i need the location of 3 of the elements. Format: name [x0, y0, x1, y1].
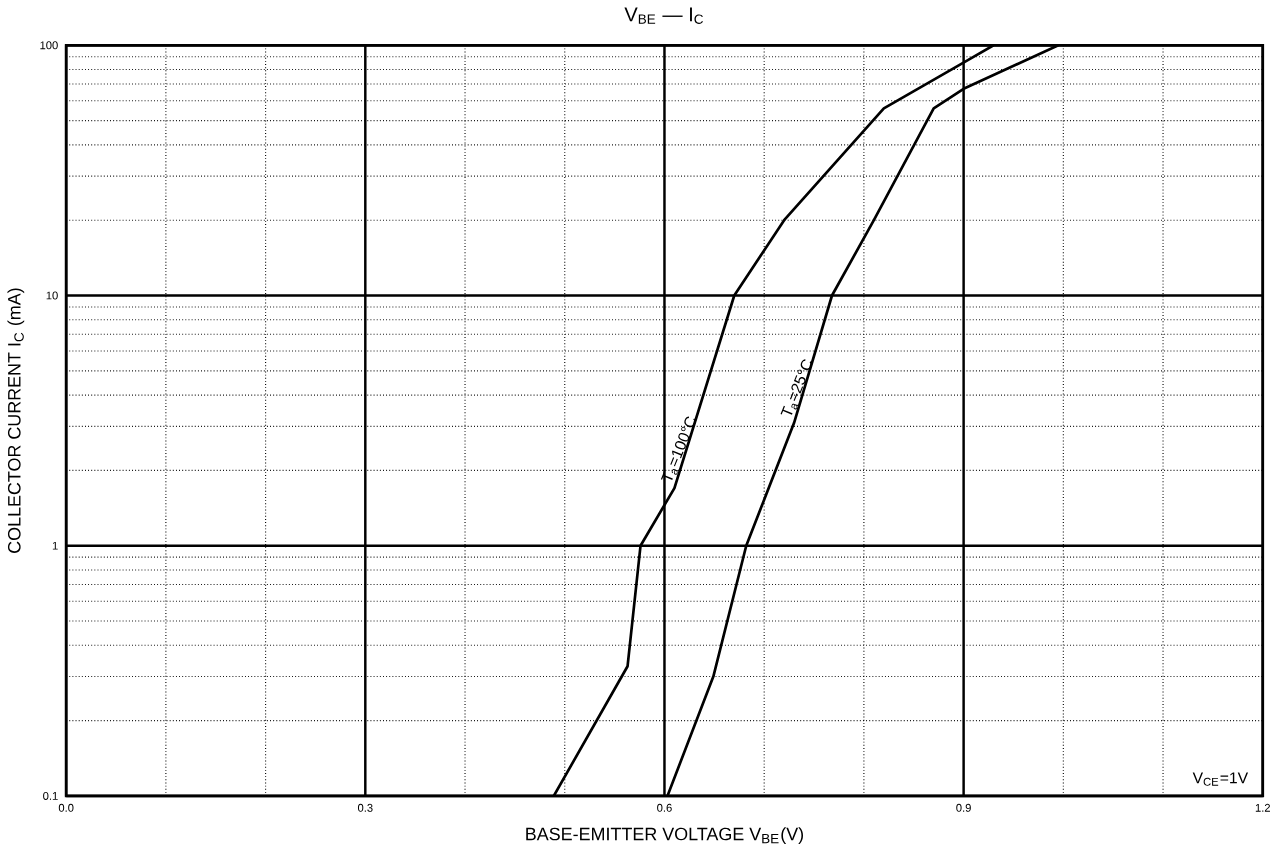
y-axis-title: COLLECTOR CURRENT I$_{C}$ (mA) [7, 288, 25, 554]
chart-title: V$_{BE}$ — I$_{C}$ [624, 7, 703, 25]
x-axis-title: BASE-EMITTER VOLTAGE V$_{BE}$(V) [526, 827, 804, 845]
